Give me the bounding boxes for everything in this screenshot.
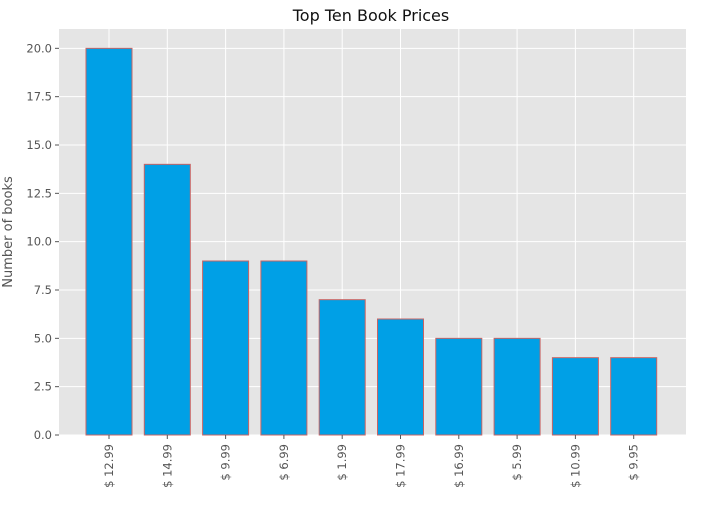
y-tick-label: 10.0 <box>26 235 52 249</box>
y-tick-label: 2.5 <box>34 380 52 394</box>
x-tick-label: $ 1.99 <box>335 444 349 481</box>
x-tick-label: $ 9.95 <box>627 444 641 481</box>
y-tick-label: 0.0 <box>34 428 52 442</box>
y-tick-label: 15.0 <box>26 138 52 152</box>
y-axis-ticks: 0.0 2.5 5.0 7.5 10.0 12.5 15.0 17.5 20.0 <box>26 41 59 442</box>
chart-title: Top Ten Book Prices <box>292 6 449 25</box>
x-tick-label: $ 16.99 <box>452 444 466 488</box>
x-tick-label: $ 6.99 <box>277 444 291 481</box>
x-tick-label: $ 12.99 <box>102 444 116 488</box>
bar-8 <box>493 337 541 436</box>
bar-3 <box>202 260 250 436</box>
bars <box>85 47 658 436</box>
y-tick-label: 20.0 <box>26 41 52 55</box>
x-tick-label: $ 5.99 <box>510 444 524 481</box>
x-tick-label: $ 9.99 <box>219 444 233 481</box>
bar-2 <box>143 163 191 436</box>
bar-7 <box>435 337 483 436</box>
bar-5 <box>318 299 366 436</box>
y-axis-label: Number of books <box>1 176 16 288</box>
y-tick-label: 5.0 <box>34 331 52 345</box>
x-tick-label: $ 10.99 <box>568 444 582 488</box>
y-tick-label: 12.5 <box>26 186 52 200</box>
bar-1 <box>85 47 133 436</box>
y-tick-label: 7.5 <box>34 283 52 297</box>
x-axis-ticks: $ 12.99 $ 14.99 $ 9.99 $ 6.99 $ 1.99 $ 17.99 $… <box>102 435 641 488</box>
x-tick-label: $ 17.99 <box>394 444 408 488</box>
bar-9 <box>551 357 599 436</box>
bar-4 <box>260 260 308 436</box>
x-tick-label: $ 14.99 <box>160 444 174 488</box>
bar-6 <box>377 318 424 436</box>
y-tick-label: 17.5 <box>26 90 52 104</box>
bar-10 <box>610 357 658 436</box>
